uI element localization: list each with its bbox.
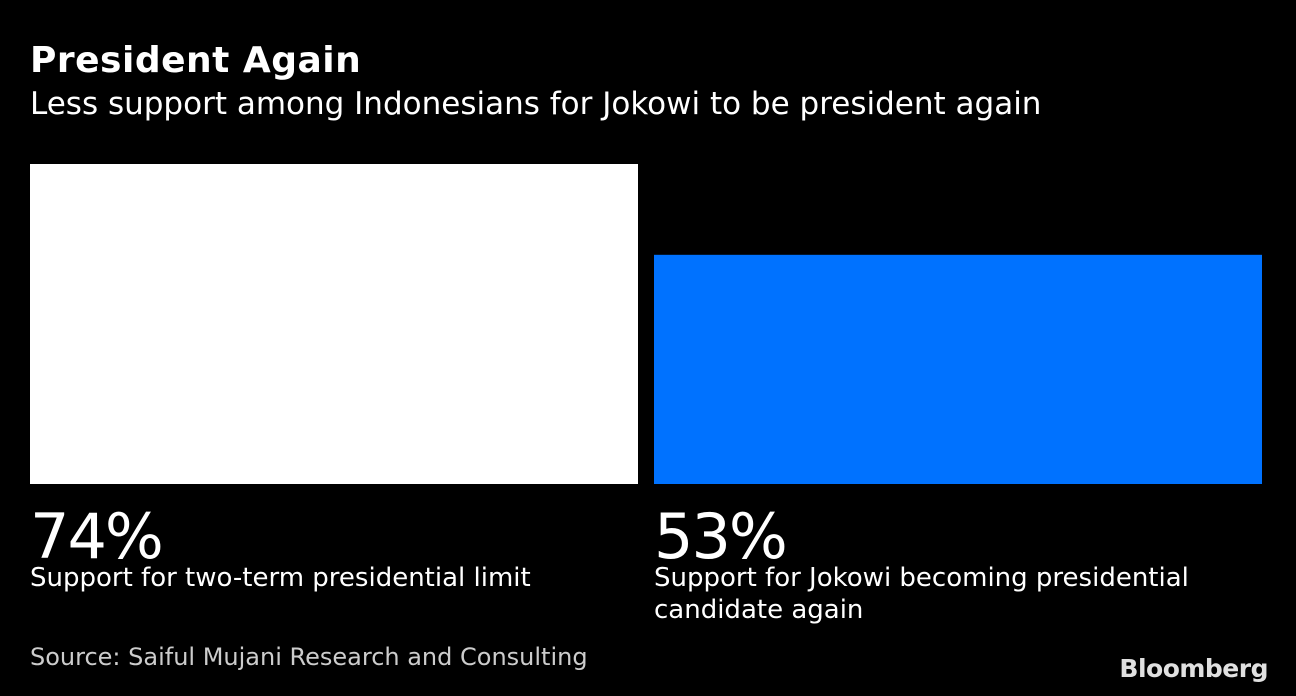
bloomberg-logo: Bloomberg — [1119, 654, 1268, 683]
bar-category-label-2: Support for Jokowi becoming presidential… — [654, 563, 1189, 625]
bar-2 — [654, 254, 1262, 484]
bar-value-label-2: 53% — [654, 500, 788, 573]
bar-value-label-1: 74% — [30, 500, 164, 573]
chart-title: President Again — [30, 40, 362, 81]
bar-category-label-1: Support for two-term presidential limit — [30, 563, 531, 593]
bar-1 — [30, 164, 638, 484]
chart-subtitle: Less support among Indonesians for Jokow… — [30, 86, 1042, 122]
source-note: Source: Saiful Mujani Research and Consu… — [30, 643, 588, 671]
